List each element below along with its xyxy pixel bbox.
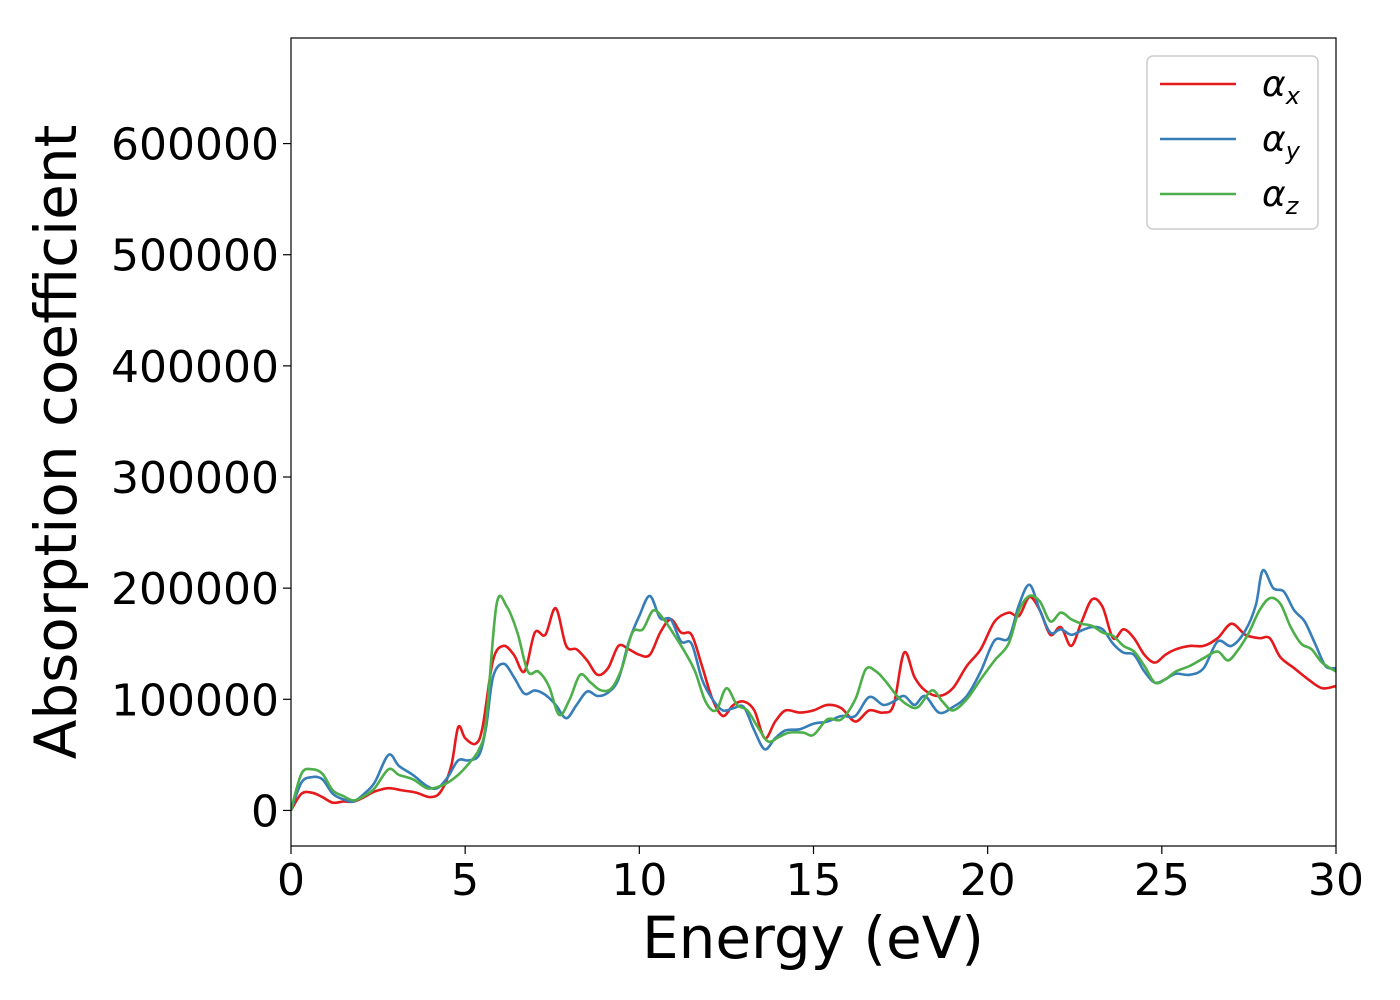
x-tick-label: 10 (611, 855, 667, 906)
y-tick-label: 300000 (111, 453, 279, 504)
y-tick-label: 600000 (111, 120, 279, 171)
legend-label-x: αx (1262, 64, 1301, 110)
y-tick-label: 500000 (111, 231, 279, 282)
x-tick-label: 0 (277, 855, 305, 906)
y-tick-label: 400000 (111, 342, 279, 393)
legend-box (1146, 55, 1319, 230)
series-line-z (291, 594, 1336, 811)
x-tick-label: 30 (1308, 855, 1364, 906)
y-axis-label: Absorption coefficient (22, 125, 90, 760)
x-axis: 0 5 10 15 20 25 30 (277, 846, 1364, 906)
y-axis: 0 100000 200000 300000 400000 500000 600000 (111, 120, 291, 837)
y-tick-label: 100000 (111, 675, 279, 726)
series-line-x (291, 595, 1336, 812)
y-tick-label: 0 (251, 786, 279, 837)
y-tick-label: 200000 (111, 564, 279, 615)
legend-label-z: αz (1262, 174, 1300, 220)
x-tick-label: 20 (960, 855, 1016, 906)
x-axis-label: Energy (eV) (642, 904, 984, 972)
x-tick-label: 15 (786, 855, 842, 906)
legend-label-y: αy (1262, 119, 1301, 165)
legend: αx αy αz (1146, 55, 1319, 230)
x-tick-label: 25 (1134, 855, 1190, 906)
x-tick-label: 5 (451, 855, 479, 906)
